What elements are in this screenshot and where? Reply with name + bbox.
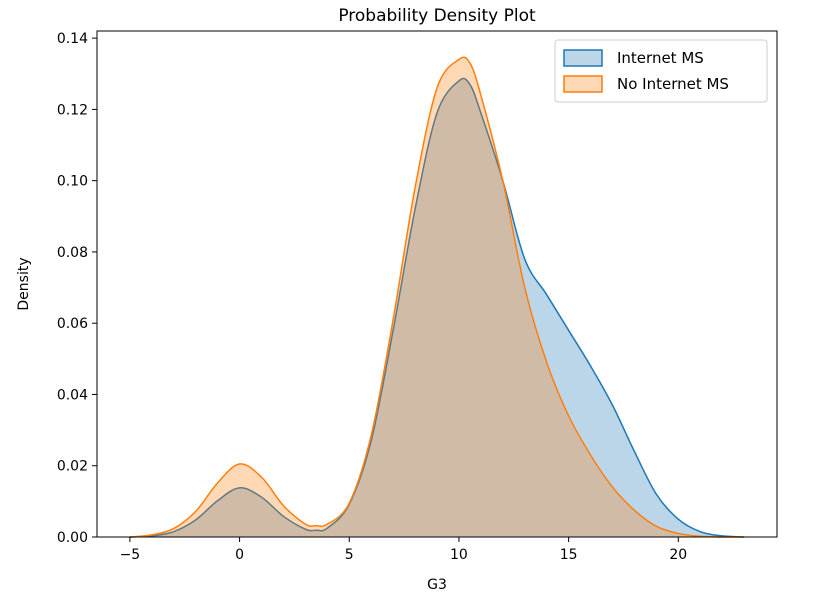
y-tick-label: 0.12 xyxy=(57,102,88,118)
density-area-internet-ms xyxy=(129,78,745,537)
x-tick-label: 5 xyxy=(345,547,354,563)
legend: Internet MS No Internet MS xyxy=(554,39,768,103)
chart-title: Probability Density Plot xyxy=(338,6,536,26)
legend-box xyxy=(554,39,768,103)
density-line-no-internet-ms xyxy=(129,56,745,538)
plot-area xyxy=(129,56,745,538)
y-tick-label: 0.10 xyxy=(57,174,88,190)
x-tick-label: 10 xyxy=(450,547,468,563)
y-tick-label: 0.06 xyxy=(57,316,88,332)
y-tick-label: 0.04 xyxy=(57,387,88,403)
y-tick-label: 0.00 xyxy=(57,530,88,546)
legend-label-internet-ms: Internet MS xyxy=(617,49,704,67)
legend-swatch-no-internet-ms xyxy=(563,75,603,93)
x-tick-label: 15 xyxy=(560,547,578,563)
plot-frame xyxy=(96,30,778,538)
x-tick-label: 20 xyxy=(669,547,687,563)
x-axis-label: G3 xyxy=(427,577,447,593)
y-tick-label: 0.08 xyxy=(57,245,88,261)
density-area-no-internet-ms xyxy=(129,57,745,537)
legend-swatch-internet-ms xyxy=(563,49,603,67)
x-tick-label: −5 xyxy=(120,547,141,563)
y-tick-label: 0.14 xyxy=(57,31,88,47)
x-axis: −5 0 5 10 15 20 xyxy=(120,537,687,563)
y-tick-label: 0.02 xyxy=(57,459,88,475)
y-axis-label: Density xyxy=(16,257,32,310)
y-axis: 0.00 0.02 0.04 0.06 0.08 0.10 0.12 0.14 xyxy=(57,31,97,546)
x-tick-label: 0 xyxy=(235,547,244,563)
legend-label-no-internet-ms: No Internet MS xyxy=(617,75,729,93)
density-line-internet-ms xyxy=(129,77,745,538)
